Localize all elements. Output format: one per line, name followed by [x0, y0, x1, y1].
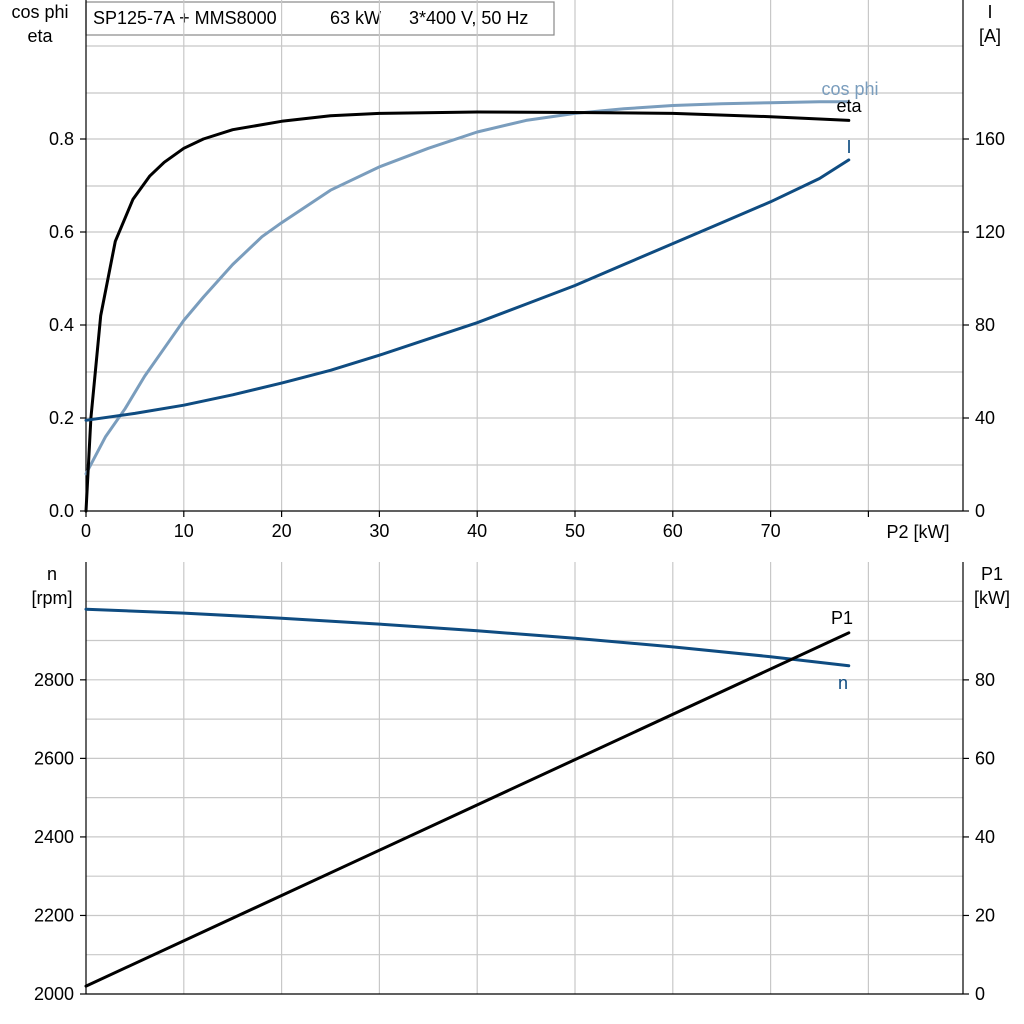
header-model: SP125-7A + MMS8000 [93, 8, 277, 28]
series-line-eta [84, 110, 851, 513]
left-tick-label: 0.4 [49, 315, 74, 335]
left-tick-label: 2200 [34, 905, 74, 925]
series-label-eta: eta [836, 96, 862, 116]
lower-panel: 2000 2200 2400 2600 2800 0 20 40 60 80 n [rpm] P1 [kW… [31, 562, 1010, 1004]
right-axis-title: P1 [981, 564, 1003, 584]
right-tick-label: 40 [975, 408, 995, 428]
right-tick-label: 0 [975, 501, 985, 521]
left-axis-title: cos phi [11, 2, 68, 22]
left-axis-title: eta [27, 26, 53, 46]
series-label-n: n [838, 673, 848, 693]
header-supply: 3*400 V, 50 Hz [409, 8, 528, 28]
x-tick-label: 50 [565, 521, 585, 541]
series-line-i [84, 158, 851, 422]
x-tick-label: 0 [81, 521, 91, 541]
right-tick-label: 120 [975, 222, 1005, 242]
left-tick-label: 0.8 [49, 129, 74, 149]
x-tick-label: 60 [663, 521, 683, 541]
left-axis-title: n [47, 564, 57, 584]
right-tick-label: 40 [975, 827, 995, 847]
x-axis-title: P2 [kW] [886, 522, 949, 542]
right-tick-label: 160 [975, 129, 1005, 149]
right-axis-title: [kW] [974, 588, 1010, 608]
left-tick-label: 2000 [34, 984, 74, 1004]
x-tick-label: 40 [467, 521, 487, 541]
x-tick-label: 30 [369, 521, 389, 541]
series-label-i: I [846, 137, 851, 157]
upper-panel: 0.0 0.2 0.4 0.6 0.8 0 40 80 120 160 0 10 20 30 40 50 60 7… [11, 0, 1005, 542]
series-label-cos-phi: cos phi [821, 79, 878, 99]
right-axis-title: [A] [979, 26, 1001, 46]
right-tick-label: 80 [975, 315, 995, 335]
left-tick-label: 0.6 [49, 222, 74, 242]
chart-header: SP125-7A + MMS8000 63 kW 3*400 V, 50 Hz [85, 1, 555, 36]
header-power: 63 kW [330, 8, 381, 28]
series-label-p1: P1 [831, 608, 853, 628]
series-line-n [84, 607, 851, 668]
right-tick-label: 60 [975, 748, 995, 768]
left-tick-label: 2800 [34, 670, 74, 690]
left-tick-label: 2400 [34, 827, 74, 847]
right-tick-label: 80 [975, 670, 995, 690]
x-tick-label: 70 [761, 521, 781, 541]
left-tick-label: 2600 [34, 748, 74, 768]
x-tick-label: 20 [272, 521, 292, 541]
right-tick-label: 20 [975, 905, 995, 925]
right-axis-title: I [987, 2, 992, 22]
x-tick-label: 10 [174, 521, 194, 541]
right-tick-label: 0 [975, 984, 985, 1004]
series-line-cos-phi [84, 100, 851, 476]
left-tick-label: 0.2 [49, 408, 74, 428]
header-box [85, 1, 555, 36]
left-tick-label: 0.0 [49, 501, 74, 521]
series-line-p1 [84, 631, 851, 988]
left-axis-title: [rpm] [31, 588, 72, 608]
